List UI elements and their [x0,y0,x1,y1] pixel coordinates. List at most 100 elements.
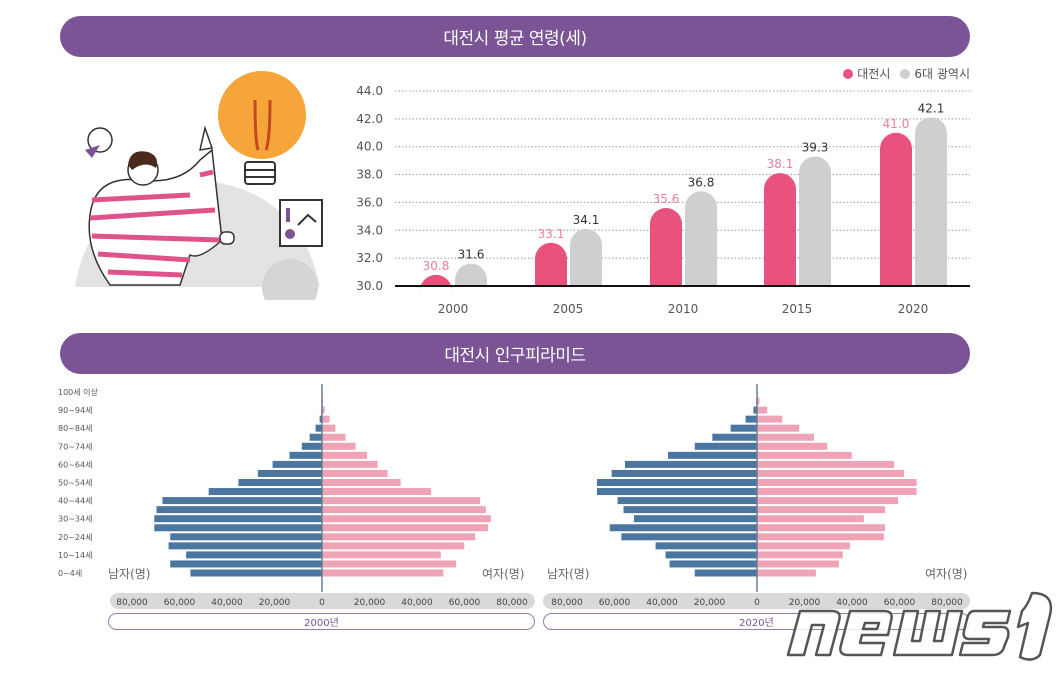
age-label: 80~84세 [58,424,92,433]
x-tick-label: 20,000 [259,598,291,608]
age-label: 40~44세 [58,497,92,506]
bar-male-40-44 [162,497,322,505]
bar-female-20-24 [757,533,884,541]
x-tick-label: 80,000 [496,598,528,608]
y-tick-label: 36.0 [356,195,383,209]
bar-male-15-19 [655,542,757,550]
bar-female-70-74 [757,442,828,450]
x-tick-label: 2015 [782,302,813,316]
x-axis-2020 [543,593,970,609]
bar-female-75-79 [757,433,814,441]
bar-female-35-39 [757,506,886,514]
bar-six-cities-2005 [570,228,602,286]
bar-male-75-79 [712,433,757,441]
y-tick-label: 40.0 [356,140,383,154]
bar-female-30-34 [322,515,491,523]
bar-six-cities-2015 [799,156,831,286]
bar-female-40-44 [322,497,481,505]
age-label: 90~94세 [58,406,92,415]
bar-female-15-19 [322,542,465,550]
bar-female-85-89 [757,415,783,423]
x-tick-label: 2010 [668,302,699,316]
x-tick-label: 20,000 [354,598,386,608]
bar-six-cities-2000 [455,263,487,286]
bar-male-30-34 [154,515,322,523]
bar-male-0-4 [694,569,757,577]
age-label: 50~54세 [58,479,92,488]
bar-female-0-4 [757,569,816,577]
x-tick-label: 60,000 [884,598,916,608]
chart-legend: 대전시 6대 광역시 [843,65,970,82]
legend-label: 6대 광역시 [914,67,970,81]
bar-female-65-69 [757,451,852,459]
avg-age-bar-chart: 30.0 32.0 34.0 36.0 38.0 40.0 42.0 44.0 2000 30.8… [356,84,970,316]
bar-female-85-89 [322,415,330,423]
bar-male-70-74 [301,442,322,450]
bar-six-cities-2020 [915,117,947,286]
bar-female-55-59 [757,469,905,477]
x-tick-label: 0 [754,598,760,608]
bar-female-30-34 [757,515,864,523]
x-tick-label: 80,000 [551,598,583,608]
illustration-person-bulb [75,71,323,300]
female-label-2020: 여자(명) [925,567,968,581]
age-label: 20~24세 [58,533,92,542]
bar-female-0-4 [322,569,444,577]
data-label: 38.1 [767,157,794,171]
chart-board-icon [279,199,323,247]
bar-male-10-14 [665,551,757,559]
bar-male-25-29 [154,524,322,532]
bar-female-35-39 [322,506,486,514]
legend-item-six-cities: 6대 광역시 [900,65,970,82]
bar-female-80-84 [322,424,336,432]
bar-male-55-59 [611,469,757,477]
bar-male-15-19 [168,542,322,550]
x-axis-2000 [110,593,535,609]
x-tick-label: 40,000 [401,598,433,608]
bar-female-10-14 [757,551,843,559]
y-tick-label: 34.0 [356,223,383,237]
age-label: 0~4세 [58,569,82,578]
bar-female-55-59 [322,469,388,477]
x-tick-label: 60,000 [164,598,196,608]
bar-daejeon-2000 [420,274,452,291]
legend-label: 대전시 [857,67,891,81]
x-tick-label: 20,000 [694,598,726,608]
female-label-2000: 여자(명) [482,567,525,581]
bar-male-75-79 [309,433,322,441]
bar-female-50-54 [322,479,401,486]
bar-female-60-64 [322,460,378,468]
bar-male-20-24 [621,533,757,541]
bar-male-60-64 [624,460,757,468]
bar-female-10-14 [322,551,441,559]
data-label: 39.3 [802,140,829,154]
bar-daejeon-2005 [535,242,567,286]
bar-male-60-64 [272,460,322,468]
male-label-2020: 남자(명) [547,567,590,581]
bar-male-5-9 [669,560,757,568]
bar-female-5-9 [757,560,839,568]
lightbulb-icon [218,71,306,185]
bar-male-70-74 [694,442,757,450]
bar-six-cities-2010 [685,191,717,286]
pyramid-title: 대전시 인구피라미드 [60,333,970,374]
bar-female-45-49 [757,488,917,496]
data-label: 36.8 [688,175,715,189]
x-tick-label: 60,000 [449,598,481,608]
bar-male-65-69 [289,451,322,459]
age-label: 30~34세 [58,515,92,524]
data-label: 30.8 [423,259,450,273]
bar-female-50-54 [757,479,917,486]
bar-male-20-24 [170,533,322,541]
y-tick-label: 32.0 [356,251,383,265]
bar-female-70-74 [322,442,356,450]
data-label: 34.1 [573,213,600,227]
year-label-2000: 2000년 [108,613,535,630]
age-label: 10~14세 [58,551,92,560]
x-tick-label: 80,000 [116,598,148,608]
bar-male-35-39 [156,506,322,514]
bar-daejeon-2010 [650,208,682,286]
bar-female-25-29 [322,524,489,532]
bar-female-45-49 [322,488,432,496]
